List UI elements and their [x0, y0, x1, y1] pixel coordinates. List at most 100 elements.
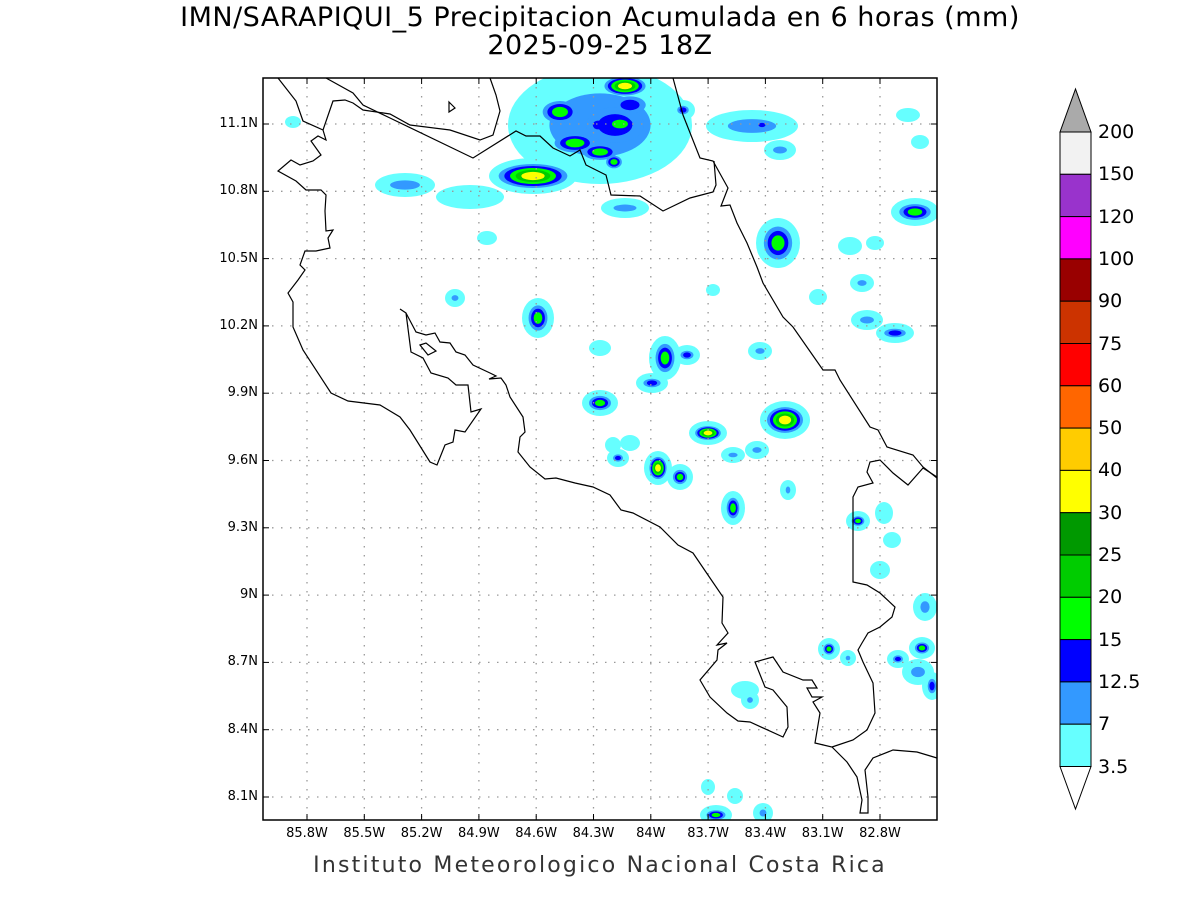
lon-label: 84.9W — [457, 826, 500, 841]
precip-contour-12.5-15 — [888, 330, 902, 336]
lon-label: 83.7W — [687, 826, 729, 841]
precip-contour-12.5-15 — [646, 380, 658, 386]
lake-island — [448, 100, 456, 114]
precip-contour-7-12.5 — [759, 809, 767, 817]
precip-contour-15-20 — [826, 646, 832, 652]
lon-label: 84W — [636, 826, 666, 841]
colorbar-swatch — [1059, 258, 1092, 302]
colorbar-swatch — [1059, 512, 1092, 556]
precip-contour-3.5-7 — [911, 135, 929, 149]
precip-contour-7-12.5 — [747, 697, 753, 703]
precip-contour-15-20 — [771, 235, 785, 251]
precip-contour-30-40 — [778, 415, 792, 425]
precip-contour-15-20 — [552, 106, 568, 118]
gulf-island — [418, 342, 438, 356]
lon-label: 83.4W — [744, 826, 787, 841]
precip-contour-30-40 — [618, 82, 632, 90]
precip-contour-3.5-7 — [896, 108, 920, 122]
precip-contour-15-20 — [594, 399, 606, 407]
precip-contour-15-20 — [918, 645, 926, 651]
lat-lon-grid — [263, 78, 937, 820]
lat-label: 9N — [240, 587, 258, 603]
precip-contour-12.5-15 — [758, 122, 766, 128]
lat-label: 9.6N — [227, 452, 258, 468]
colorbar — [1059, 87, 1092, 811]
precip-contour-15-20 — [711, 812, 721, 818]
panama-border — [831, 459, 938, 748]
precip-contour-3.5-7 — [436, 185, 504, 209]
colorbar-label: 100 — [1098, 247, 1135, 270]
colorbar-swatch — [1059, 173, 1092, 218]
lat-label: 9.3N — [227, 519, 258, 535]
colorbar-label: 20 — [1098, 586, 1123, 609]
precip-contour-15-20 — [612, 119, 628, 129]
lat-label: 9.9N — [227, 385, 258, 401]
precip-contour-3.5-7 — [866, 236, 884, 250]
colorbar-label: 50 — [1098, 417, 1123, 440]
colorbar-swatch — [1059, 385, 1092, 429]
colorbar-swatch — [1059, 427, 1092, 471]
lat-label: 10.2N — [219, 317, 258, 333]
colorbar-label: 7 — [1098, 713, 1111, 736]
nicaragua-border — [325, 77, 717, 212]
colorbar-swatch — [1059, 639, 1092, 683]
colorbar-label: 40 — [1098, 459, 1123, 482]
colorbar-under-arrow — [1059, 766, 1092, 811]
lon-label: 83.1W — [801, 826, 844, 841]
precip-contour-3.5-7 — [838, 237, 862, 255]
precip-contour-15-20 — [565, 138, 585, 148]
caribbean-coast — [672, 77, 938, 479]
precip-contour-7-12.5 — [911, 666, 925, 678]
map-frame — [262, 77, 938, 821]
lat-label: 10.8N — [219, 183, 258, 199]
precip-contour-15-20 — [660, 351, 670, 365]
colorbar-swatch — [1059, 343, 1092, 387]
lon-label: 85.2W — [400, 826, 443, 841]
lon-label: 85.5W — [343, 826, 386, 841]
precip-contour-15-20 — [676, 473, 684, 481]
lat-label: 8.1N — [227, 789, 258, 804]
precip-contour-7-12.5 — [920, 601, 930, 613]
precip-contour-7-12.5 — [755, 348, 765, 354]
colorbar-over-arrow — [1059, 87, 1092, 133]
map-title: IMN/SARAPIQUI_5 Precipitacion Acumulada … — [180, 2, 1020, 33]
lat-label: 8.7N — [227, 654, 258, 670]
precip-contour-12.5-15 — [614, 455, 622, 461]
precip-contour-3.5-7 — [285, 116, 301, 128]
precipitation-field — [285, 78, 937, 820]
pacific-coast-north — [276, 77, 938, 814]
precip-contour-7-12.5 — [728, 452, 738, 458]
colorbar-label: 150 — [1098, 163, 1135, 186]
precip-contour-15-20 — [855, 518, 861, 524]
precip-contour-3.5-7 — [809, 289, 827, 305]
colorbar-swatch — [1059, 469, 1092, 514]
precip-contour-7-12.5 — [727, 119, 777, 133]
footer-credit: Instituto Meteorologico Nacional Costa R… — [313, 853, 887, 878]
precip-contour-30-40 — [521, 171, 545, 181]
precip-contour-3.5-7 — [605, 437, 621, 453]
precip-contour-7-12.5 — [785, 486, 791, 494]
precip-contour-3.5-7 — [701, 779, 715, 795]
lake-nicaragua-shore — [322, 77, 501, 141]
precip-contour-15-20 — [730, 503, 736, 513]
colorbar-swatch — [1059, 681, 1092, 725]
colorbar-swatch — [1059, 596, 1092, 641]
colorbar-label: 60 — [1098, 374, 1123, 397]
precip-contour-3.5-7 — [870, 561, 890, 579]
precip-contour-3.5-7 — [883, 532, 901, 548]
precip-contour-7-12.5 — [390, 180, 420, 190]
precip-contour-30-40 — [703, 430, 713, 436]
precip-contour-15-20 — [610, 159, 618, 165]
map-valid-time: 2025-09-25 18Z — [487, 30, 713, 61]
colorbar-swatch — [1059, 131, 1092, 175]
coastlines — [276, 77, 938, 814]
precip-contour-7-12.5 — [613, 204, 637, 212]
lon-label: 84.6W — [515, 826, 558, 841]
precip-contour-7-12.5 — [752, 447, 762, 453]
precip-contour-3.5-7 — [620, 435, 640, 451]
precip-contour-30-40 — [655, 464, 661, 472]
precip-contour-3.5-7 — [589, 340, 611, 356]
colorbar-label: 15 — [1098, 628, 1123, 651]
precip-contour-15-20 — [533, 312, 543, 324]
